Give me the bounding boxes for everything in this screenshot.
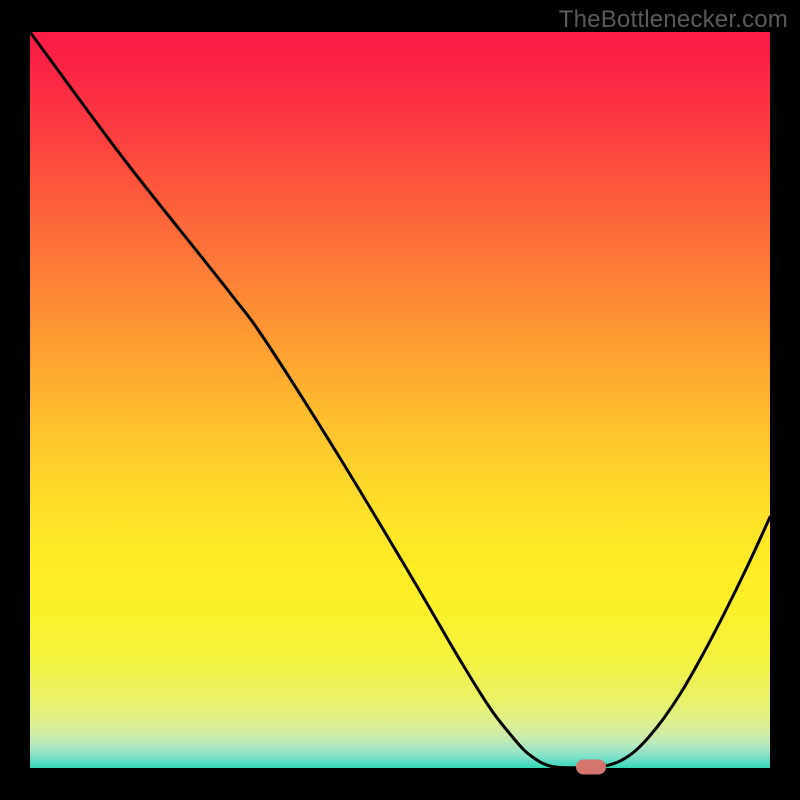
optimum-marker [576,759,606,774]
chart-frame: TheBottlenecker.com [0,0,800,800]
chart-plot [0,0,800,800]
gradient-background [30,32,770,768]
